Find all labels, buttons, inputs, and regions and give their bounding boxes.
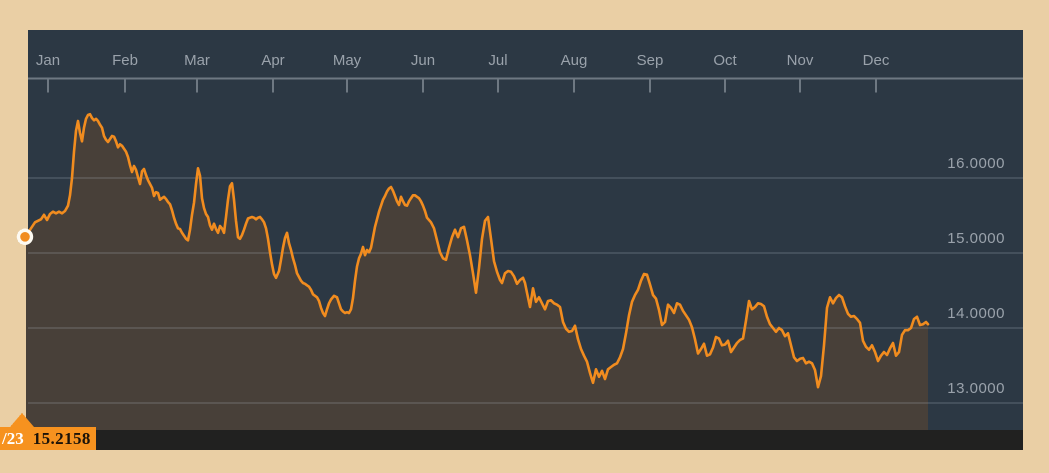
x-axis-month-label: Sep xyxy=(637,52,664,69)
x-axis-month-label: May xyxy=(333,52,362,69)
x-axis-month-label: Oct xyxy=(713,52,737,69)
last-price-badge: /23 15.2158 xyxy=(0,413,96,450)
badge-date: /23 xyxy=(2,428,24,448)
bottom-bar xyxy=(28,430,1023,450)
x-axis-month-label: Dec xyxy=(863,52,890,69)
y-axis-value-label: 13.0000 xyxy=(947,380,1005,397)
badge-value: 15.2158 xyxy=(32,428,91,448)
y-axis-value-label: 16.0000 xyxy=(947,155,1005,172)
y-axis-value-label: 14.0000 xyxy=(947,305,1005,322)
x-axis-month-label: Feb xyxy=(112,52,138,69)
x-axis-month-label: Jul xyxy=(488,52,507,69)
start-marker-dot xyxy=(16,228,34,246)
x-axis-month-label: Nov xyxy=(787,52,814,69)
price-line xyxy=(24,112,930,389)
x-axis-month-label: Aug xyxy=(561,52,588,69)
x-axis-month-label: Mar xyxy=(184,52,210,69)
badge-pointer-icon xyxy=(10,413,34,427)
price-area-fill xyxy=(26,114,928,430)
x-axis-month-label: Jan xyxy=(36,52,60,69)
x-axis-month-label: Apr xyxy=(261,52,284,69)
x-axis-month-label: Jun xyxy=(411,52,435,69)
y-axis-value-label: 15.0000 xyxy=(947,230,1005,247)
